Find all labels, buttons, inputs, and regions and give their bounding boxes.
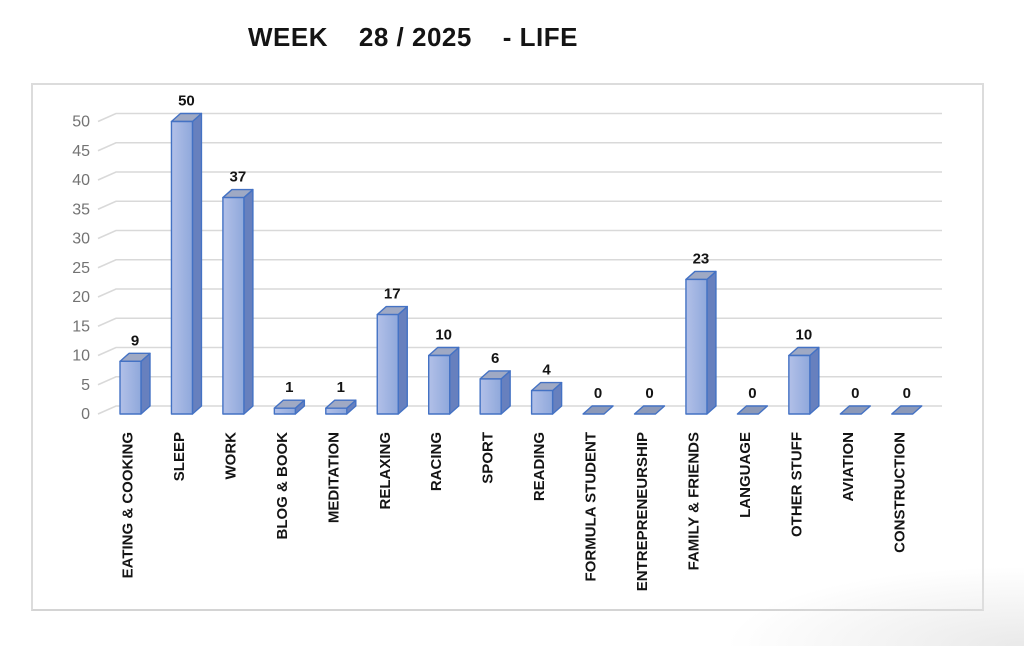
bar-side-face[interactable] [140,352,151,415]
bar-value-label: 10 [435,327,452,344]
bar-value-label: 0 [748,385,756,402]
category-label-sport: SPORT [480,432,497,484]
gridline-35 [97,200,942,210]
bar-side-face[interactable] [191,112,203,415]
category-label-formula-student: FORMULA STUDENT [583,432,600,581]
bar-sleep[interactable] [170,112,203,415]
zero-bar-marker[interactable] [891,405,923,415]
category-label-meditation: MEDITATION [325,432,342,523]
gridline-50 [97,112,942,123]
bar-relaxing[interactable] [376,305,408,415]
gridline-5 [97,375,942,386]
zero-bar-marker[interactable] [839,405,871,415]
bar-front-face[interactable] [222,196,245,415]
gridline-10 [97,346,942,357]
bar-value-label: 6 [491,350,499,367]
bar-front-face[interactable] [119,360,142,415]
bar-side-face[interactable] [706,270,717,415]
y-axis-tick-label: 0 [81,406,90,423]
y-axis-tick-label: 10 [72,348,90,365]
bar-front-face[interactable] [325,407,348,415]
bar-entrepreneurship[interactable] [633,405,666,415]
bar-front-face[interactable] [530,389,554,415]
bar-front-face[interactable] [685,278,708,415]
bar-value-label: 0 [903,385,911,402]
category-label-reading: READING [531,432,548,501]
bar-front-face[interactable] [170,120,194,415]
bar-value-label: 1 [285,379,293,396]
category-label-eating-cooking: EATING & COOKING [120,432,137,578]
bar-meditation[interactable] [325,399,357,415]
bar-side-face[interactable] [243,188,254,415]
category-label-entrepreneurship: ENTREPRENEURSHIP [634,432,651,591]
bar-front-face[interactable] [273,407,297,415]
gridline-15 [97,317,942,327]
bar-front-face[interactable] [376,313,399,415]
category-label-sleep: SLEEP [171,432,188,481]
bar-value-label: 0 [594,385,602,402]
category-label-relaxing: RELAXING [377,432,394,510]
bar-value-label: 50 [178,93,195,110]
bar-side-face[interactable] [449,346,460,415]
category-label-work: WORK [222,432,239,480]
y-axis-tick-label: 35 [72,201,90,218]
bar-racing[interactable] [428,346,460,415]
bar-blog-book[interactable] [273,399,306,415]
gridline-0 [97,405,942,415]
category-label-blog-book: BLOG & BOOK [274,432,291,540]
zero-bar-marker[interactable] [582,405,614,415]
y-axis-tick-label: 50 [72,114,90,131]
gridline-25 [97,258,942,269]
bar-family-friends[interactable] [685,270,717,415]
category-label-aviation: AVIATION [840,432,857,501]
bar-value-label: 37 [230,169,247,186]
bar-value-label: 4 [542,362,551,379]
bar-side-face[interactable] [809,346,820,415]
bar-value-label: 1 [337,379,345,396]
bar-construction[interactable] [891,405,923,415]
category-label-family-friends: FAMILY & FRIENDS [685,432,702,570]
y-axis-tick-label: 30 [72,231,90,248]
category-label-language: LANGUAGE [737,432,754,518]
bar-front-face[interactable] [788,354,811,415]
gridline-30 [97,229,942,240]
gridline-45 [97,141,942,152]
gridline-40 [97,171,942,181]
bar-eating-cooking[interactable] [119,352,151,415]
bar-formula-student[interactable] [582,405,614,415]
bar-value-label: 23 [693,250,710,267]
y-axis-tick-label: 15 [72,318,90,335]
bar-reading[interactable] [530,381,563,415]
category-label-other-stuff: OTHER STUFF [788,432,805,537]
zero-bar-marker[interactable] [736,405,769,415]
y-axis-tick-label: 5 [81,377,90,394]
bar-front-face[interactable] [479,378,502,415]
category-label-construction: CONSTRUCTION [891,432,908,553]
bar-language[interactable] [736,405,769,415]
gridline-20 [97,288,942,298]
bar-other-stuff[interactable] [788,346,820,415]
bar-sport[interactable] [479,370,511,415]
bar-value-label: 0 [851,385,859,402]
y-axis-tick-label: 25 [72,260,90,277]
bar-value-label: 9 [131,332,139,349]
y-axis-tick-label: 20 [72,289,90,306]
bar-side-face[interactable] [397,305,408,415]
bar-value-label: 0 [645,385,653,402]
bar-aviation[interactable] [839,405,871,415]
y-axis-tick-label: 45 [72,143,90,160]
bar-work[interactable] [222,188,254,415]
bar-front-face[interactable] [428,354,451,415]
zero-bar-marker[interactable] [633,405,666,415]
chart-title[interactable]: WEEK 28 / 2025 - LIFE [248,22,578,52]
bar-value-label: 17 [384,286,401,303]
y-axis-tick-label: 40 [72,172,90,189]
bar-value-label: 10 [796,327,813,344]
category-label-racing: RACING [428,432,445,491]
